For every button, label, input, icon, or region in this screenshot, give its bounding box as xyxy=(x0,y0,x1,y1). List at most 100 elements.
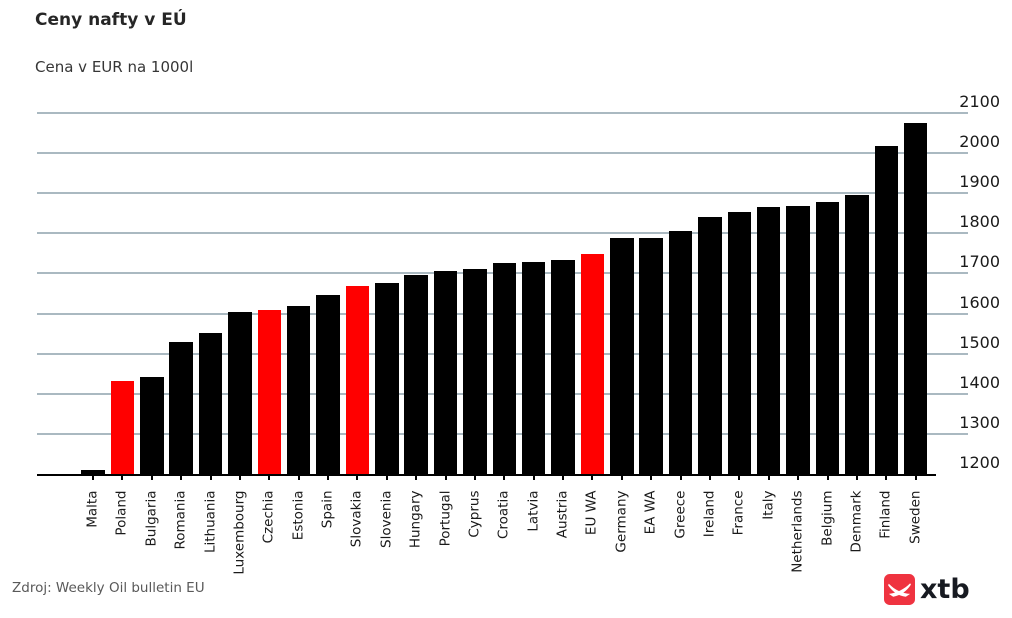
x-axis-tick xyxy=(532,476,535,480)
x-axis-tick xyxy=(150,476,153,480)
x-axis-tick xyxy=(268,476,271,480)
bar-luxembourg xyxy=(228,311,252,474)
x-axis-tick xyxy=(503,476,506,480)
x-tick-label-romania: Romania xyxy=(172,490,189,550)
x-tick-label-netherlands: Netherlands xyxy=(789,490,806,573)
x-axis-tick xyxy=(885,476,888,480)
bar-poland xyxy=(110,381,135,474)
x-tick-label-slovenia: Slovenia xyxy=(378,490,395,548)
x-tick-label-bulgaria: Bulgaria xyxy=(143,490,160,547)
x-tick-label-czechia: Czechia xyxy=(260,490,277,544)
y-tick-label-1200: 1200 xyxy=(959,453,1000,472)
bar-malta xyxy=(81,469,105,474)
x-tick-label-austria: Austria xyxy=(554,490,571,539)
y-tick-label-1600: 1600 xyxy=(959,292,1000,312)
x-axis-tick xyxy=(855,476,858,480)
x-axis-tick xyxy=(238,476,241,480)
bar-belgium xyxy=(815,202,840,474)
x-axis-tick xyxy=(415,476,418,480)
bar-portugal xyxy=(433,270,458,474)
y-tick-label-1400: 1400 xyxy=(959,372,1000,392)
x-axis-tick xyxy=(473,476,476,480)
bar-cyprus xyxy=(463,268,487,474)
y-tick-label-1800: 1800 xyxy=(959,212,1000,232)
x-tick-label-belgium: Belgium xyxy=(819,490,835,546)
bar-eu-wa xyxy=(580,254,605,474)
bar-finland xyxy=(874,146,898,474)
bar-austria xyxy=(551,259,575,474)
bar-romania xyxy=(169,341,193,474)
gridline-2100 xyxy=(37,112,968,114)
x-axis-tick xyxy=(708,476,711,480)
chart-subtitle: Cena v EUR na 1000l xyxy=(35,58,194,76)
bar-france xyxy=(727,211,752,474)
y-tick-label-1900: 1900 xyxy=(959,172,1000,192)
x-tick-label-latvia: Latvia xyxy=(525,490,542,532)
gridline-2000 xyxy=(37,152,968,155)
x-axis-tick xyxy=(444,476,447,480)
x-tick-label-hungary: Hungary xyxy=(407,490,424,549)
bar-lithuania xyxy=(198,332,223,474)
xtb-logo-text: xtb xyxy=(920,574,970,605)
x-axis-tick xyxy=(591,476,594,480)
bar-croatia xyxy=(492,263,517,474)
x-axis-tick xyxy=(327,476,330,480)
bar-italy xyxy=(756,207,781,474)
x-tick-label-germany: Germany xyxy=(613,490,630,553)
x-axis-tick xyxy=(679,476,682,480)
gridline-1800 xyxy=(37,232,968,235)
x-axis-tick xyxy=(562,476,565,480)
bar-slovakia xyxy=(345,285,370,474)
x-axis-tick xyxy=(767,476,770,480)
x-tick-label-estonia: Estonia xyxy=(290,490,307,541)
x-tick-label-portugal: Portugal xyxy=(437,490,454,547)
x-axis-tick xyxy=(797,476,800,480)
x-tick-label-luxembourg: Luxembourg xyxy=(231,490,248,575)
y-tick-label-1500: 1500 xyxy=(959,332,1000,352)
x-tick-label-lithuania: Lithuania xyxy=(202,490,219,554)
x-axis-tick xyxy=(121,476,124,480)
y-tick-label-2000: 2000 xyxy=(959,132,1000,152)
bar-sweden xyxy=(903,122,928,474)
x-axis-tick xyxy=(650,476,653,480)
bar-hungary xyxy=(404,275,428,474)
x-axis-tick xyxy=(356,476,359,480)
bar-netherlands xyxy=(786,205,810,474)
x-axis-tick xyxy=(180,476,183,480)
x-tick-label-poland: Poland xyxy=(113,490,130,536)
x-axis-tick xyxy=(92,476,94,480)
x-axis-tick xyxy=(738,476,741,480)
chart-title: Ceny nafty v EÚ xyxy=(35,10,187,30)
y-tick-label-1700: 1700 xyxy=(959,252,1000,272)
x-tick-label-italy: Italy xyxy=(760,490,777,520)
x-axis-line xyxy=(37,474,936,476)
x-axis-tick xyxy=(620,476,623,480)
y-tick-label-2100: 2100 xyxy=(959,92,1000,111)
x-axis-tick xyxy=(297,476,300,480)
bar-spain xyxy=(316,294,340,474)
x-tick-label-croatia: Croatia xyxy=(495,490,512,540)
xtb-logo: xtb xyxy=(884,574,970,605)
x-tick-label-slovakia: Slovakia xyxy=(348,490,365,548)
x-tick-label-denmark: Denmark xyxy=(848,490,865,553)
x-tick-label-france: France xyxy=(730,490,747,536)
x-tick-label-ireland: Ireland xyxy=(701,490,718,538)
gridline-1900 xyxy=(37,192,968,195)
bar-denmark xyxy=(845,194,869,474)
bar-ea-wa xyxy=(639,237,663,474)
x-axis-tick xyxy=(209,476,212,480)
bar-germany xyxy=(610,237,634,474)
source-note: Zdroj: Weekly Oil bulletin EU xyxy=(12,580,205,596)
bar-greece xyxy=(668,230,693,474)
x-tick-label-eu-wa: EU WA xyxy=(583,490,600,536)
x-tick-label-cyprus: Cyprus xyxy=(466,490,483,538)
x-axis-tick xyxy=(914,476,917,480)
x-tick-label-spain: Spain xyxy=(319,490,336,529)
x-axis-tick xyxy=(826,476,829,480)
x-tick-label-ea-wa: EA WA xyxy=(642,490,659,535)
bar-ireland xyxy=(698,216,722,474)
bar-czechia xyxy=(257,309,282,474)
bar-latvia xyxy=(521,261,546,474)
